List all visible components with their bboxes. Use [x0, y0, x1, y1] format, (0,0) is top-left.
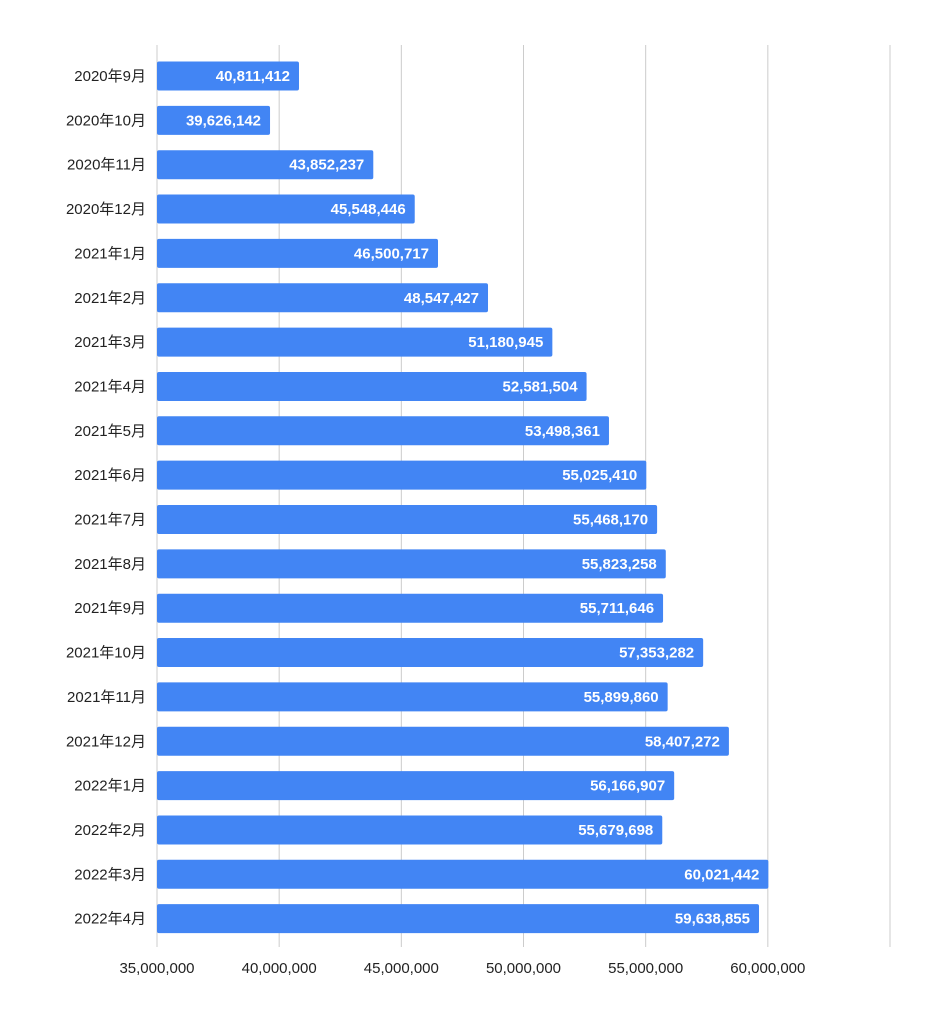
bar	[157, 150, 374, 180]
bar-value-label: 45,548,446	[331, 201, 406, 218]
category-label: 2021年12月	[66, 733, 146, 750]
category-label: 2020年9月	[74, 68, 146, 85]
category-label: 2022年1月	[74, 778, 146, 795]
x-tick-label: 40,000,000	[242, 960, 317, 977]
bar	[157, 416, 609, 446]
category-labels: 2020年9月 2020年10月 2020年11月 2020年12月 2021年1月 20…	[66, 68, 146, 928]
bar-value-label: 55,899,860	[584, 689, 659, 706]
bar	[157, 638, 704, 668]
bar	[157, 593, 664, 623]
x-tick-label: 45,000,000	[364, 960, 439, 977]
bar	[157, 549, 666, 579]
x-tick-label: 60,000,000	[730, 960, 805, 977]
category-label: 2021年4月	[74, 378, 146, 395]
bar-value-label: 40,811,412	[216, 68, 290, 85]
bar	[157, 726, 729, 756]
category-label: 2020年11月	[67, 157, 146, 174]
bar	[157, 327, 553, 357]
bar	[157, 859, 769, 889]
bar-value-label: 53,498,361	[525, 423, 600, 440]
bar-value-label: 52,581,504	[502, 378, 578, 395]
category-label: 2021年6月	[74, 467, 146, 484]
gridlines	[156, 45, 891, 947]
category-label: 2022年4月	[74, 911, 146, 928]
bar-value-label: 60,021,442	[684, 866, 759, 883]
bar-value-label: 43,852,237	[289, 157, 364, 174]
category-label: 2021年2月	[74, 290, 146, 307]
bar-value-label: 55,468,170	[573, 512, 648, 529]
category-label: 2020年10月	[66, 112, 146, 129]
x-tick-label: 50,000,000	[486, 960, 561, 977]
bars	[157, 61, 769, 934]
category-label: 2020年12月	[66, 201, 146, 218]
bar	[157, 771, 675, 801]
bar-value-label: 55,025,410	[562, 467, 637, 484]
category-label: 2021年3月	[74, 334, 146, 351]
bar	[157, 505, 658, 534]
bar-value-label: 39,626,142	[186, 112, 261, 129]
bar-value-label: 56,166,907	[590, 778, 665, 795]
bar-value-label: 55,679,698	[578, 822, 653, 839]
bar	[157, 283, 489, 313]
x-axis-tick-labels: 35,000,000 40,000,000 45,000,000 50,000,000…	[119, 960, 805, 977]
bar-value-label: 48,547,427	[404, 290, 479, 307]
bar	[157, 105, 271, 135]
bar-value-label: 59,638,855	[675, 911, 750, 928]
category-label: 2022年2月	[74, 822, 146, 839]
category-label: 2021年8月	[74, 556, 146, 573]
bar	[157, 61, 299, 91]
bar	[157, 194, 415, 224]
category-label: 2022年3月	[74, 866, 146, 883]
bar	[157, 238, 439, 268]
category-label: 2021年5月	[74, 423, 146, 440]
category-label: 2021年10月	[66, 645, 146, 662]
x-tick-label: 35,000,000	[119, 960, 194, 977]
bar	[157, 371, 587, 401]
bar-value-label: 51,180,945	[468, 334, 543, 351]
category-label: 2021年7月	[74, 512, 146, 529]
bar-value-label: 55,823,258	[582, 556, 657, 573]
bar-value-label: 58,407,272	[645, 733, 720, 750]
category-label: 2021年1月	[74, 245, 146, 262]
bar	[157, 682, 668, 712]
bar-value-label: 55,711,646	[580, 600, 654, 617]
bar-value-labels: 40,811,412 39,626,142 43,852,237 45,548,446…	[186, 68, 759, 928]
category-label: 2021年11月	[67, 689, 146, 706]
x-tick-label: 55,000,000	[608, 960, 683, 977]
category-label: 2021年9月	[74, 600, 146, 617]
bar-value-label: 46,500,717	[354, 245, 429, 262]
bar-value-label: 57,353,282	[619, 645, 694, 662]
bar	[157, 460, 647, 490]
bar	[157, 815, 663, 845]
bar	[157, 904, 760, 934]
